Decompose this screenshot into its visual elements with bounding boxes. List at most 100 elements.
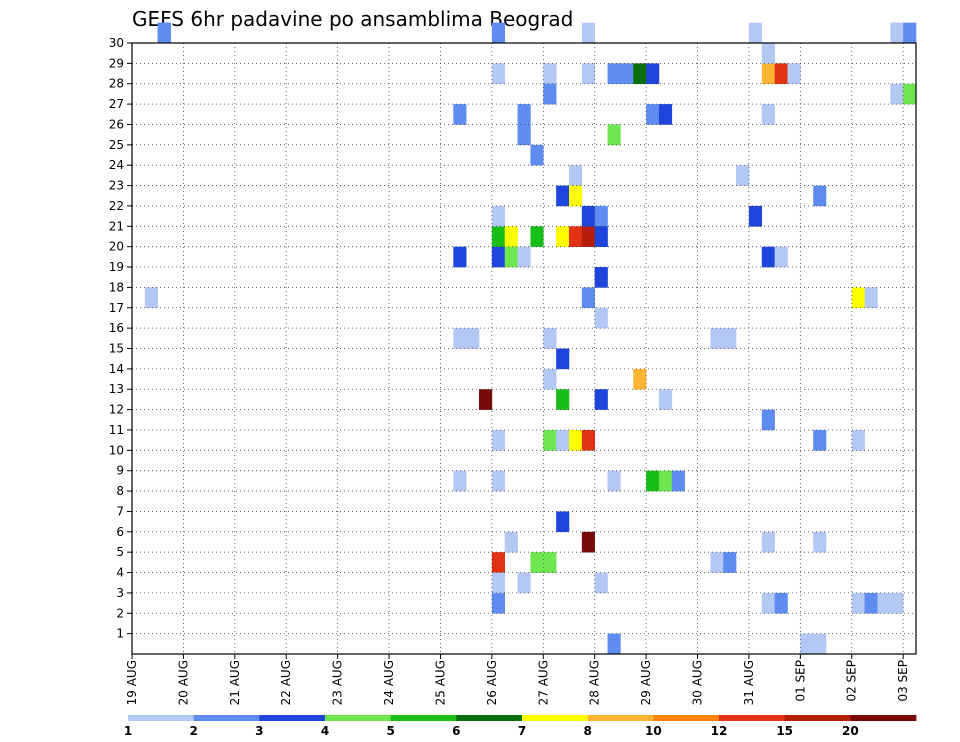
heatmap-cell [466, 328, 480, 349]
heatmap-cell [607, 124, 621, 146]
x-tick-label: 24 AUG [382, 660, 396, 705]
y-tick-label: 24 [109, 158, 124, 172]
heatmap-cell [877, 592, 891, 614]
heatmap-cell [710, 552, 724, 573]
colorbar-swatch [719, 715, 786, 721]
heatmap-cell [646, 104, 660, 125]
heatmap-cell [568, 226, 583, 247]
x-tick-label: 02 SEP [845, 660, 859, 702]
x-tick-label: 26 AUG [485, 660, 499, 705]
heatmap-cell [543, 429, 557, 451]
heatmap-cell [646, 470, 660, 492]
heatmap-cell [594, 389, 608, 410]
heatmap-cell [761, 592, 775, 614]
y-tick-label: 7 [116, 504, 124, 518]
heatmap-cell [890, 592, 904, 614]
colorbar-label: 20 [842, 724, 859, 738]
y-tick-label: 8 [116, 484, 124, 498]
x-tick-label: 31 AUG [742, 660, 756, 705]
x-tick-label: 23 AUG [331, 660, 345, 705]
heatmap-cell [658, 104, 673, 125]
heatmap-cell [658, 470, 673, 492]
heatmap-cell [568, 165, 583, 186]
heatmap-cell [671, 470, 685, 492]
y-tick-label: 14 [109, 362, 124, 376]
y-tick-label: 30 [109, 36, 124, 50]
heatmap-cell [723, 552, 737, 573]
heatmap-cell [491, 592, 506, 614]
heatmap-cell [890, 22, 904, 44]
heatmap-cell [479, 389, 493, 410]
y-tick-label: 16 [109, 321, 124, 335]
heatmap-cell [556, 511, 570, 533]
heatmap-cell [903, 22, 917, 44]
heatmap-cell [813, 633, 827, 655]
y-tick-label: 20 [109, 240, 124, 254]
heatmap-cell [491, 470, 506, 492]
colorbar-swatch [390, 715, 457, 721]
heatmap-cell [556, 226, 570, 247]
heatmap-cell [556, 389, 570, 410]
heatmap-cell [581, 287, 595, 309]
colorbar-swatch [128, 715, 195, 721]
heatmap-cell [594, 267, 608, 288]
heatmap-cell [800, 633, 814, 655]
heatmap-cell [581, 63, 595, 85]
colorbar-label: 5 [386, 724, 394, 738]
heatmap-cell [504, 226, 518, 247]
heatmap-cell [633, 368, 647, 390]
colorbar-swatch [325, 715, 392, 721]
x-tick-label: 20 AUG [176, 660, 190, 705]
colorbar-swatch [456, 715, 523, 721]
heatmap-cell [594, 226, 608, 247]
heatmap-cell [517, 104, 531, 125]
heatmap-cell [157, 22, 171, 44]
heatmap-cell [504, 531, 518, 553]
heatmap-cell [581, 22, 595, 44]
y-tick-label: 12 [109, 403, 124, 417]
heatmap-cell [761, 246, 775, 268]
heatmap-cell [504, 246, 518, 268]
heatmap-cell [813, 429, 827, 451]
colorbar-label: 10 [645, 724, 662, 738]
heatmap-cell [594, 307, 608, 329]
heatmap-cell [491, 246, 506, 268]
heatmap-cell [543, 552, 557, 573]
heatmap-cell [607, 633, 621, 655]
colorbar-label: 1 [124, 724, 132, 738]
heatmap-cell [568, 429, 583, 451]
y-tick-label: 27 [109, 97, 124, 111]
x-tick-label: 27 AUG [536, 660, 550, 705]
heatmap-cell [633, 63, 647, 85]
heatmap-cell [607, 470, 621, 492]
heatmap-cell [491, 22, 506, 44]
heatmap-cell [556, 429, 570, 451]
y-tick-label: 10 [109, 443, 124, 457]
heatmap-cell [761, 43, 775, 64]
heatmap-cell [748, 22, 763, 44]
x-tick-label: 01 SEP [793, 660, 807, 702]
x-axis-ticks: 19 AUG 20 AUG 21 AUG 22 AUG 23 AUG 24 AUG 25 A… [125, 654, 910, 705]
y-tick-label: 1 [116, 627, 124, 641]
colorbar-swatch [850, 715, 917, 721]
heatmap-cell [453, 328, 467, 349]
y-tick-label: 11 [109, 423, 124, 437]
y-tick-label: 9 [116, 464, 124, 478]
heatmap-cell [774, 246, 788, 268]
heatmap-cell [787, 63, 801, 85]
x-tick-label: 29 AUG [639, 660, 653, 705]
x-tick-label: 03 SEP [896, 660, 910, 702]
y-tick-label: 18 [109, 280, 124, 294]
x-tick-label: 25 AUG [433, 660, 447, 705]
heatmap-cell [491, 226, 506, 247]
colorbar-label: 7 [518, 724, 526, 738]
heatmap-cell [581, 226, 595, 247]
heatmap-cell [543, 63, 557, 85]
heatmap-cell [813, 185, 827, 207]
heatmap-cell [761, 104, 775, 125]
colorbar-label: 4 [321, 724, 329, 738]
heatmap-cell [581, 205, 595, 227]
heatmap-cell [144, 287, 158, 309]
heatmap-cell [710, 328, 724, 349]
heatmap-cell [530, 552, 544, 573]
